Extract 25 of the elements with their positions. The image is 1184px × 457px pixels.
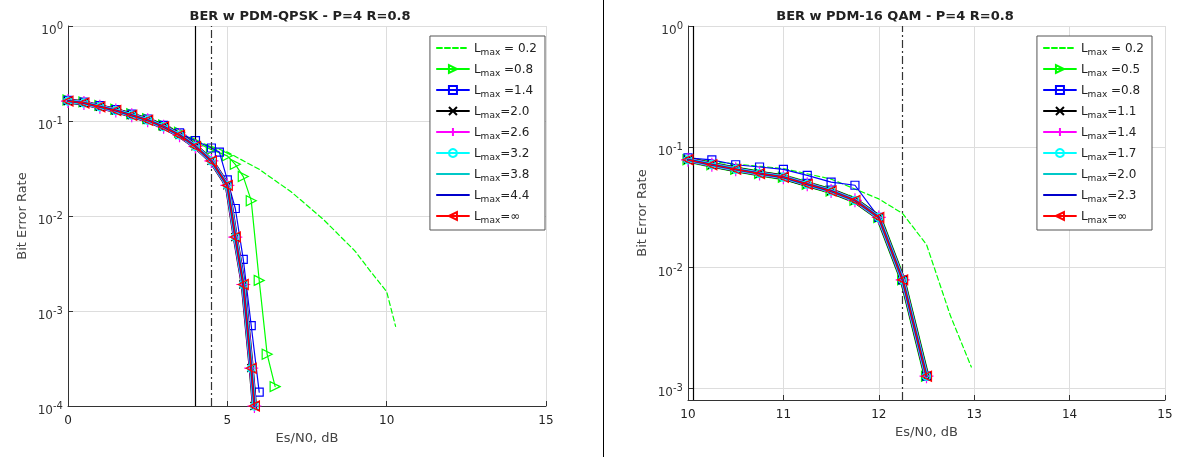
x-tick-label: 12 — [871, 407, 887, 421]
y-tick-label: 10$^{-3}$ — [37, 304, 63, 324]
x-tick-label: 0 — [64, 413, 72, 427]
y-tick-label: 10$^{-1}$ — [37, 114, 63, 134]
x-tick-label: 11 — [775, 407, 792, 421]
x-tick-label: 15 — [1157, 407, 1173, 421]
y-tick-label: 10$^{-1}$ — [657, 139, 683, 160]
x-tick-label: 10 — [379, 413, 395, 427]
x-tick-label: 15 — [538, 413, 554, 427]
y-tick-label: 10$^{-2}$ — [37, 209, 63, 229]
chart-title: BER w PDM-QPSK - P=4 R=0.8 — [189, 8, 411, 23]
chart-title: BER w PDM-16 QAM - P=4 R=0.8 — [776, 8, 1014, 23]
x-tick-label: 13 — [966, 407, 982, 421]
x-tick-label: 10 — [680, 407, 696, 421]
x-tick-label: 5 — [223, 413, 232, 427]
x-axis-title: Es/N0, dB — [275, 429, 339, 445]
y-axis-title: Bit Error Rate — [634, 169, 649, 257]
x-axis-title: Es/N0, dB — [895, 423, 958, 439]
y-tick-label: 10$^{-4}$ — [37, 399, 63, 419]
y-tick-label: 10$^{-3}$ — [657, 381, 683, 402]
y-tick-label: 10$^{0}$ — [661, 19, 683, 39]
x-tick-label: 14 — [1061, 407, 1078, 421]
y-axis-title: Bit Error Rate — [14, 172, 29, 260]
y-tick-label: 10$^{0}$ — [41, 19, 63, 39]
y-tick-label: 10$^{-2}$ — [657, 260, 683, 281]
